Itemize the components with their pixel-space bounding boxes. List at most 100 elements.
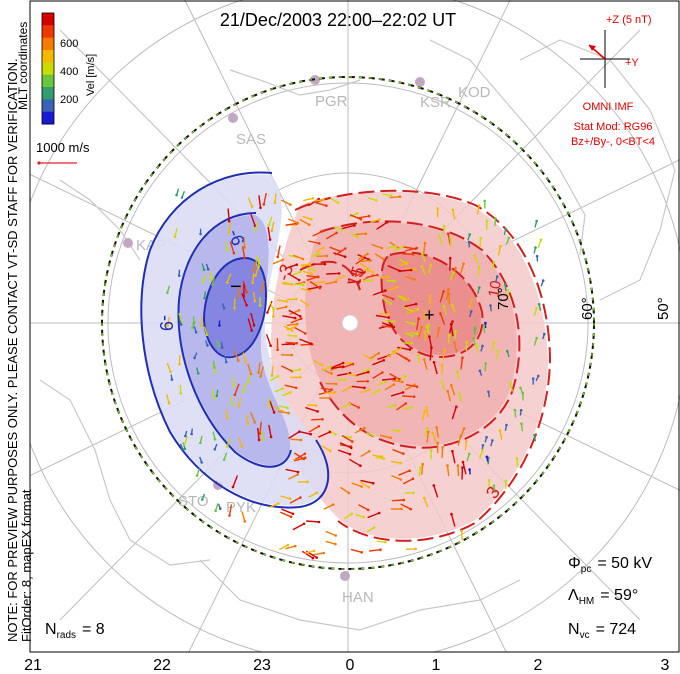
preview-note: NOTE: FOR PREVIEW PURPOSES ONLY. PLEASE … (5, 58, 20, 642)
velocity-vector-origin (384, 380, 387, 384)
velocity-vector (460, 263, 465, 274)
velocity-vector-origin (393, 351, 396, 354)
velocity-vector-origin (446, 390, 450, 393)
velocity-vector-origin (218, 324, 221, 327)
cross-polar-potential: Φpc = 50 kV (568, 555, 652, 575)
velocity-vector (363, 353, 372, 360)
velocity-vector (325, 232, 337, 240)
velocity-vector (252, 273, 255, 283)
velocity-vector-origin (359, 218, 363, 221)
imf-model: Stat Mod: RG96 (574, 121, 653, 133)
velocity-vector-origin (215, 394, 219, 398)
velocity-vector-origin (413, 278, 416, 281)
velocity-vector-origin (412, 491, 415, 495)
velocity-vector (384, 383, 395, 391)
velocity-vector-origin (443, 348, 447, 352)
fit-order-note: FitOrder: 8, mapEX format (19, 489, 34, 642)
velocity-vector-origin (411, 477, 415, 481)
velocity-vector-origin (461, 356, 464, 360)
imf-condition: Bz+/By-, 0<BT<4 (571, 136, 655, 148)
velocity-vector (349, 212, 358, 218)
velocity-vector-origin (245, 290, 248, 294)
velocity-vector (391, 474, 402, 481)
velocity-vector-origin (375, 199, 378, 202)
velocity-vector (308, 492, 317, 498)
velocity-vector-origin (337, 272, 341, 275)
velocity-vector-origin (343, 378, 347, 382)
velocity-vector-origin (505, 423, 508, 427)
velocity-vector (439, 313, 446, 325)
velocity-vector (269, 301, 275, 310)
velocity-vector-origin (541, 279, 545, 282)
velocity-vector (225, 409, 228, 419)
velocity-vector-origin (341, 365, 345, 369)
velocity-vector (453, 330, 457, 340)
velocity-vector (351, 385, 365, 389)
velocity-vector-origin (431, 431, 435, 435)
velocity-vector (311, 418, 323, 421)
velocity-vector-origin (465, 440, 468, 443)
velocity-vector (259, 422, 262, 434)
velocity-vector (277, 299, 288, 303)
velocity-vector (371, 243, 382, 249)
velocity-vector (245, 414, 249, 425)
velocity-vector-origin (496, 349, 500, 353)
mlt-label-23: 23 (253, 657, 271, 674)
velocity-vector (449, 237, 452, 247)
velocity-vector (280, 511, 292, 518)
velocity-vector-origin (306, 303, 310, 307)
velocity-vector (533, 308, 538, 317)
velocity-vector-origin (387, 312, 390, 316)
velocity-vector (392, 448, 404, 455)
velocity-vector-origin (184, 434, 187, 438)
velocity-vector-origin (243, 246, 246, 249)
velocity-vector (499, 430, 503, 440)
velocity-vector-origin (382, 257, 385, 261)
velocity-vector-origin (387, 275, 391, 279)
velocity-vector-origin (459, 434, 463, 438)
velocity-vector-origin (409, 268, 413, 272)
velocity-vector-origin (370, 279, 373, 282)
velocity-vector-origin (272, 315, 275, 318)
velocity-vector-origin (249, 372, 253, 376)
velocity-vector (422, 243, 426, 254)
velocity-vector (396, 294, 405, 301)
velocity-vector-origin (258, 304, 262, 307)
velocity-vector-origin (407, 359, 411, 362)
velocity-vector-origin (225, 281, 229, 284)
velocity-vector-origin (477, 265, 481, 269)
velocity-vector (250, 412, 256, 423)
velocity-vector (356, 371, 369, 376)
velocity-vector-origin (296, 473, 299, 476)
velocity-vector-origin (408, 348, 412, 351)
velocity-vector-origin (376, 273, 379, 277)
velocity-vector-origin (199, 441, 202, 445)
velocity-vector (391, 429, 400, 432)
velocity-vector-origin (426, 426, 429, 430)
velocity-vector-origin (364, 232, 368, 235)
velocity-vector-origin (230, 403, 234, 407)
velocity-vector-origin (451, 449, 454, 453)
velocity-vector-origin (447, 334, 451, 337)
velocity-vector (451, 304, 456, 313)
velocity-vector-origin (200, 461, 203, 464)
velocity-vector (211, 389, 215, 399)
velocity-vector-origin (416, 353, 420, 357)
velocity-vector (359, 481, 370, 488)
velocity-vector (360, 479, 374, 484)
velocity-vector-origin (458, 392, 461, 395)
velocity-vector (448, 293, 451, 305)
velocity-vector (224, 241, 229, 251)
vector-count: Nvc = 724 (568, 621, 636, 641)
velocity-vector (313, 359, 323, 366)
velocity-vector (320, 387, 332, 391)
velocity-vector-origin (412, 395, 416, 399)
velocity-vector-origin (243, 256, 246, 260)
velocity-vector (230, 396, 233, 406)
velocity-vector (274, 193, 277, 203)
velocity-vector-origin (294, 297, 298, 301)
velocity-vector-origin (213, 437, 217, 441)
velocity-vector (277, 245, 281, 258)
velocity-vector-origin (317, 425, 321, 428)
velocity-vector-origin (353, 224, 356, 227)
